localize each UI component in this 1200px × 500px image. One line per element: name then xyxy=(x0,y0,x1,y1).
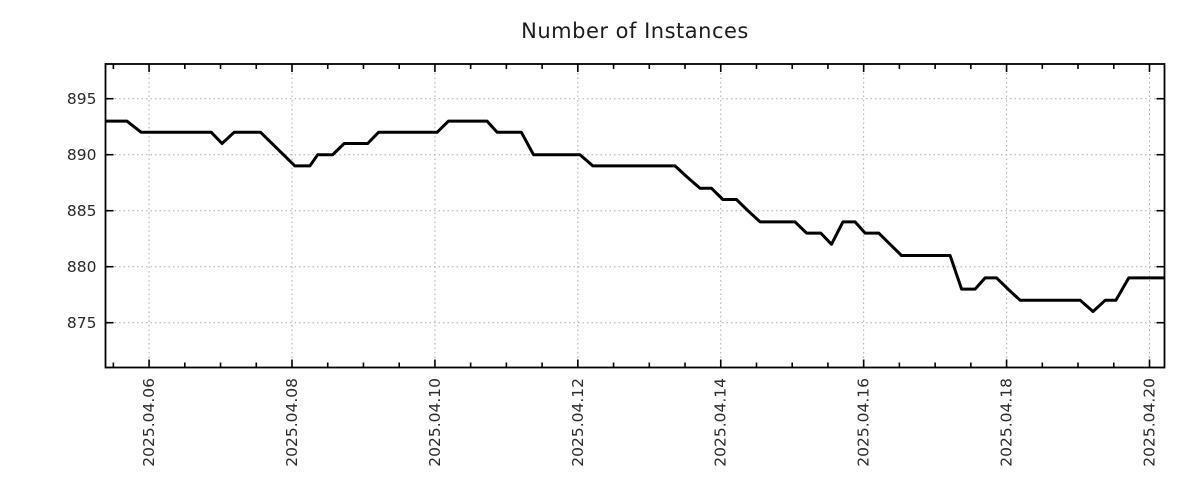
plot-border xyxy=(104,63,1166,369)
x-tick-label: 2025.04.20 xyxy=(1140,378,1158,467)
y-tick-label: 875 xyxy=(67,314,97,332)
x-tick-label: 2025.04.16 xyxy=(855,378,873,467)
x-tick-label: 2025.04.10 xyxy=(426,378,444,467)
x-tick-label: 2025.04.12 xyxy=(569,378,587,467)
y-tick-label: 895 xyxy=(67,90,97,108)
y-tick-label: 880 xyxy=(67,258,97,276)
x-tick-label: 2025.04.18 xyxy=(998,378,1016,467)
x-tick-label: 2025.04.08 xyxy=(283,378,301,467)
y-tick-label: 890 xyxy=(67,146,97,164)
chart-title: Number of Instances xyxy=(521,19,749,43)
x-tick-label: 2025.04.06 xyxy=(140,378,158,467)
x-tick-label: 2025.04.14 xyxy=(712,378,730,467)
y-tick-label: 885 xyxy=(67,202,97,220)
data-series-line xyxy=(105,119,1165,313)
